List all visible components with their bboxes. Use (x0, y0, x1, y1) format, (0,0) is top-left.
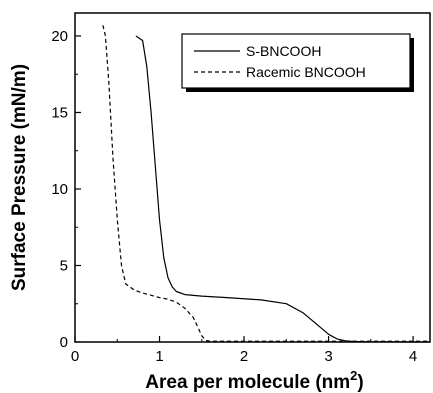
y-axis-title: Surface Pressure (mN/m) (9, 64, 30, 291)
x-tick-label: 3 (324, 348, 332, 365)
ticks-layer: 0 1 2 3 4 0 5 10 15 20 (51, 28, 417, 365)
y-axis-title-group: Surface Pressure (mN/m) (9, 64, 30, 291)
x-axis-title-superscript: 2 (350, 368, 357, 383)
y-tick-label: 0 (60, 334, 68, 351)
x-tick-label: 4 (409, 348, 417, 365)
x-tick-label: 2 (240, 348, 248, 365)
y-tick-label: 5 (60, 257, 68, 274)
y-tick-label: 15 (51, 104, 68, 121)
x-tick-label: 1 (155, 348, 163, 365)
x-axis-title: Area per molecule (nm2) (145, 368, 363, 393)
y-tick-label: 20 (51, 28, 68, 45)
plot-frame (74, 12, 431, 343)
y-tick-label: 10 (51, 181, 68, 198)
x-axis-title-suffix: ) (357, 372, 363, 393)
series-line-racemic-bncooh (102, 25, 430, 342)
legend-label: S-BNCOOH (246, 43, 321, 59)
x-axis-title-main: Area per molecule (nm (145, 372, 350, 393)
series-layer (102, 25, 430, 343)
legend: S-BNCOOH Racemic BNCOOH (181, 33, 414, 92)
legend-label: Racemic BNCOOH (246, 64, 366, 80)
x-tick-label: 0 (71, 348, 79, 365)
legend-box (181, 33, 411, 89)
